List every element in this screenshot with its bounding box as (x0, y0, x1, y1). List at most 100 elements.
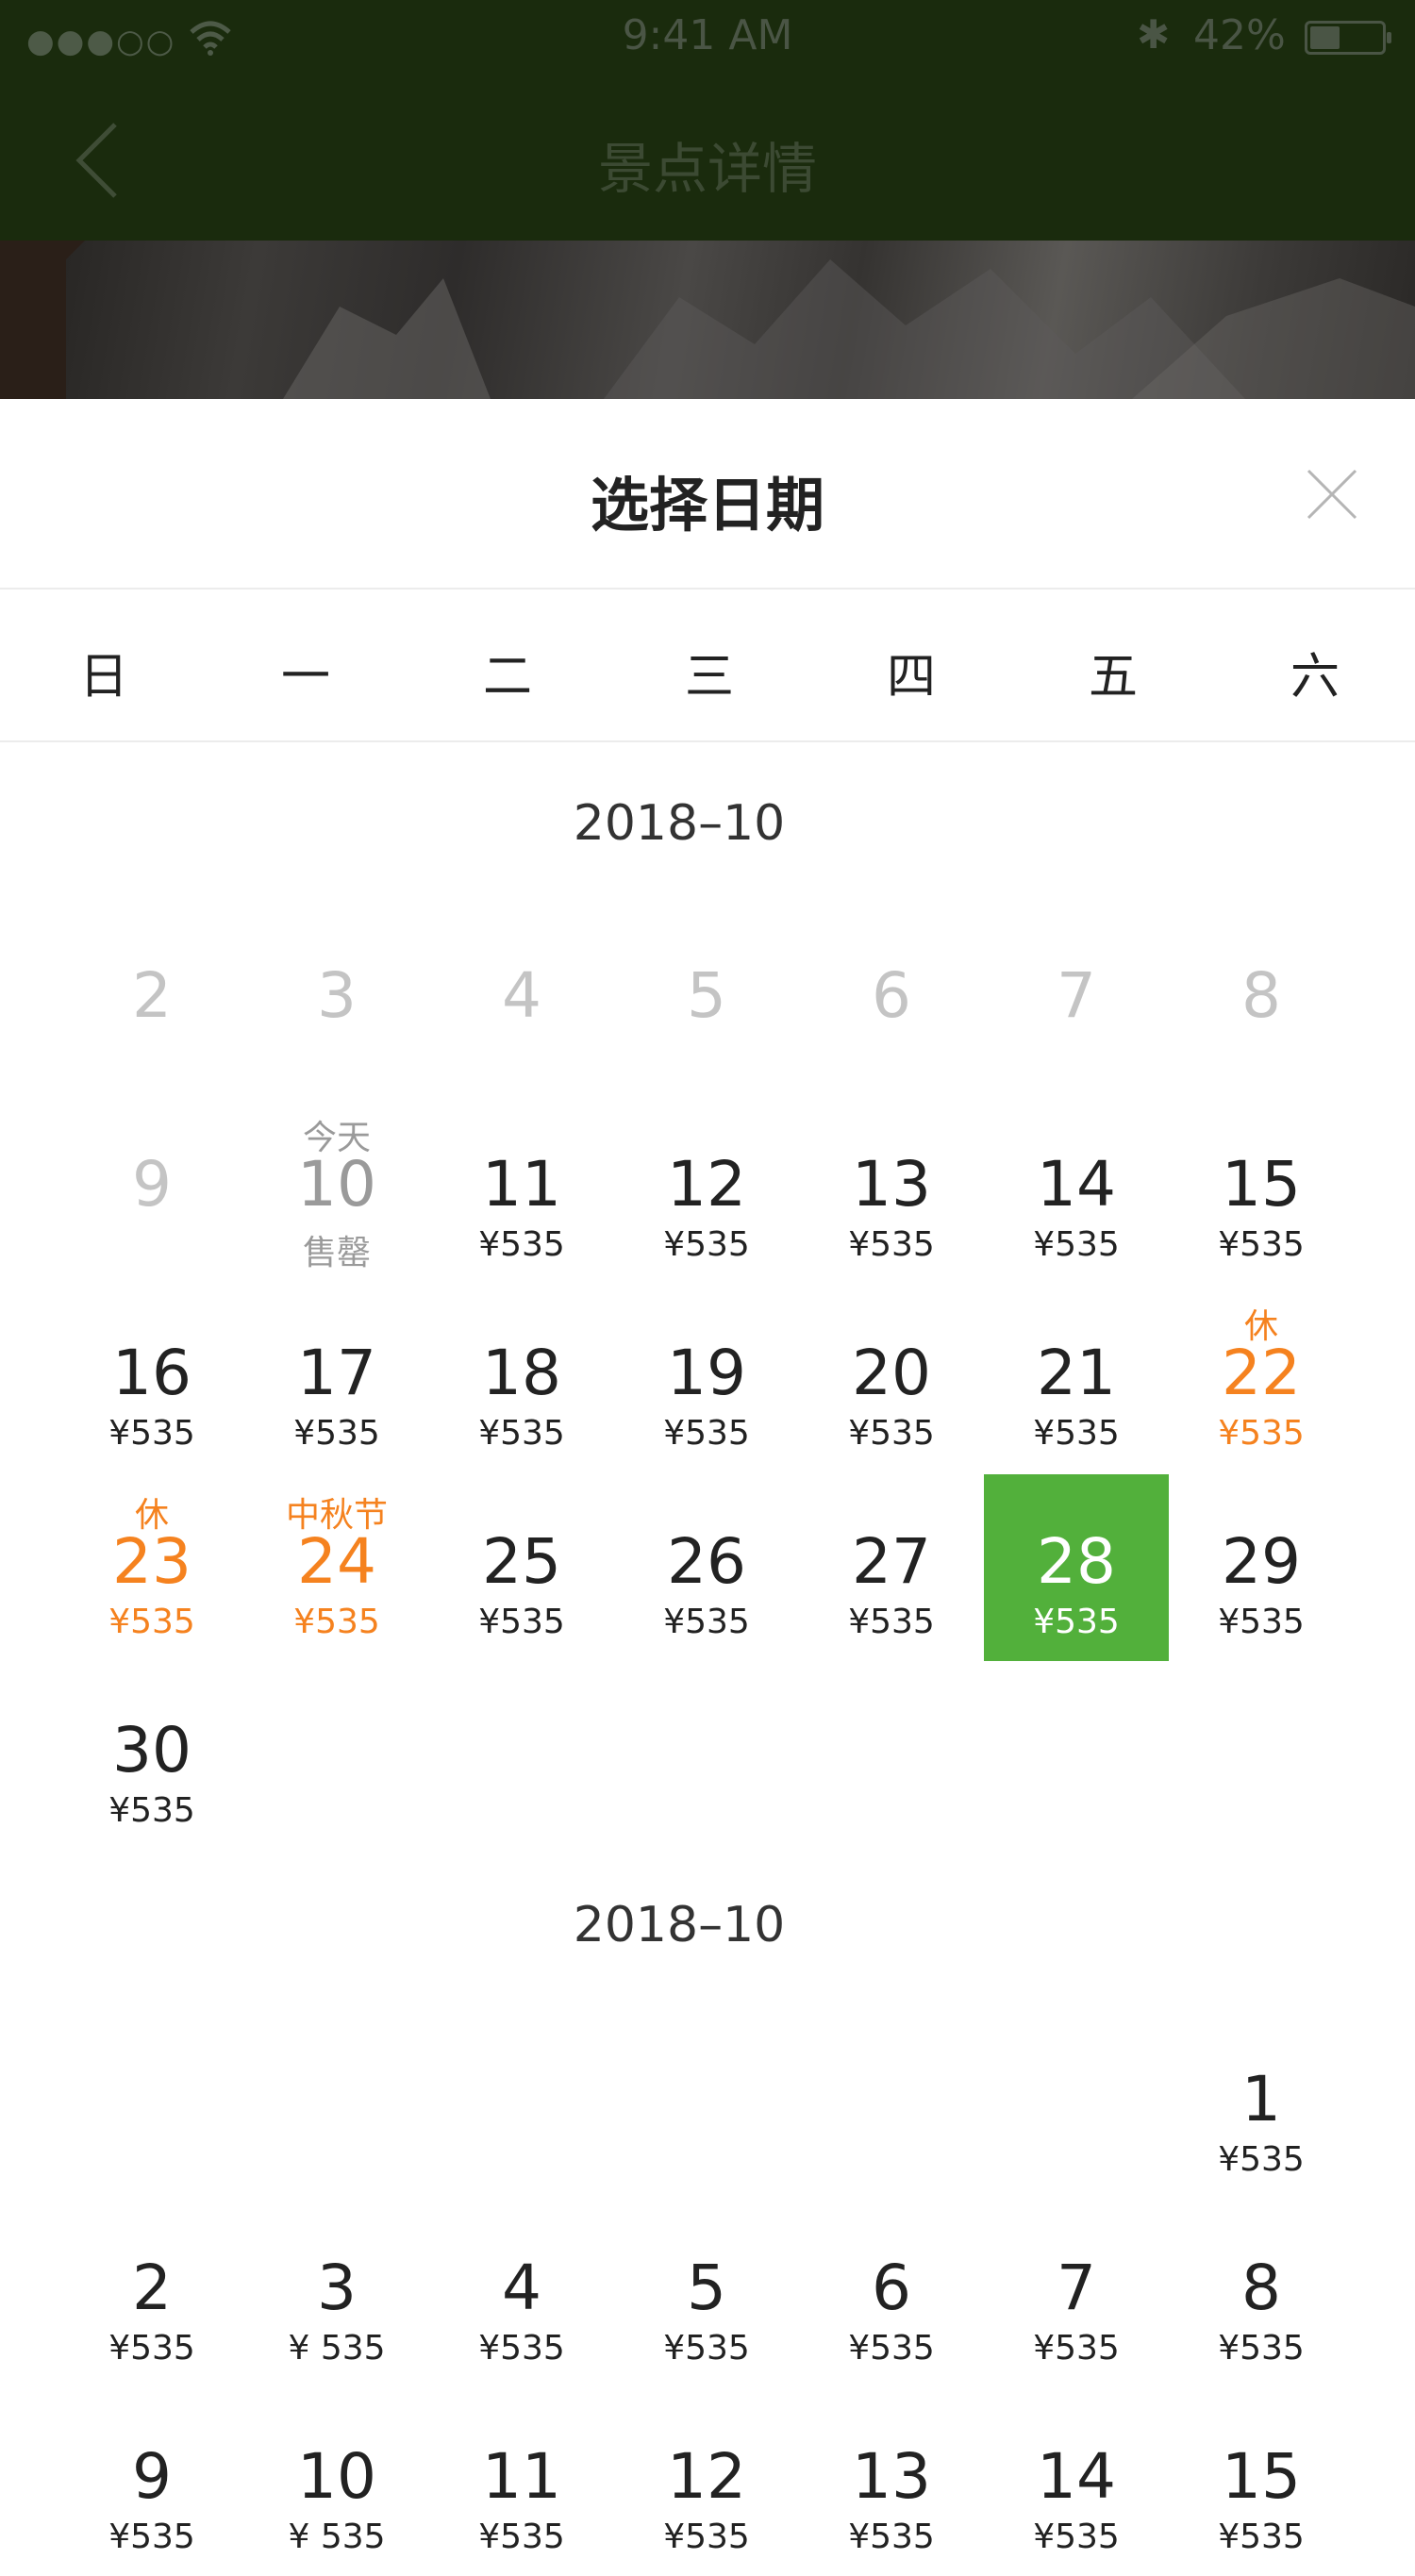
weekday-tue: 二 (482, 649, 532, 706)
battery-percentage: 42% (1193, 11, 1286, 59)
calendar-day-cell[interactable]: 16 ¥535 (59, 1286, 244, 1472)
day-price: ¥535 (1033, 1603, 1120, 1641)
day-price: ¥535 (478, 2518, 565, 2556)
calendar-day-cell[interactable]: 休 22 ¥535 (1169, 1286, 1354, 1472)
calendar-day-cell[interactable]: 12 ¥535 (614, 2389, 799, 2576)
day-price: ¥535 (848, 1225, 935, 1264)
calendar-day-cell[interactable]: 中秋节 24 ¥535 (244, 1474, 429, 1661)
calendar-day-cell[interactable]: 休 23 ¥535 (59, 1474, 244, 1661)
day-number: 2 (132, 2252, 172, 2324)
day-number: 13 (852, 2440, 931, 2513)
day-price: ¥535 (1033, 1414, 1120, 1453)
day-price: ¥535 (478, 1603, 565, 1641)
day-number: 3 (317, 959, 357, 1032)
calendar-day-cell[interactable]: 26 ¥535 (614, 1474, 799, 1661)
day-price: ¥535 (1218, 2329, 1305, 2368)
day-number: 24 (297, 1525, 376, 1598)
calendar-day-cell[interactable]: 4 ¥535 (429, 2201, 614, 2387)
calendar-day-cell[interactable]: 19 ¥535 (614, 1286, 799, 1472)
calendar-day-cell: 今天 10 售罄 (244, 1097, 429, 1284)
day-note: 中秋节 (285, 1496, 388, 1535)
day-note: 休 (1243, 1307, 1278, 1346)
weekday-mon: 一 (280, 649, 330, 706)
calendar-day-cell[interactable]: 30 ¥535 (59, 1663, 244, 1850)
day-number: 14 (1037, 1148, 1116, 1221)
day-price: ¥535 (1033, 2518, 1120, 2556)
calendar-day-cell[interactable]: 14 ¥535 (984, 1097, 1169, 1284)
day-price: ¥535 (848, 2518, 935, 2556)
day-number: 14 (1037, 2440, 1116, 2513)
calendar-day-cell[interactable]: 29 ¥535 (1169, 1474, 1354, 1661)
day-number: 22 (1222, 1337, 1301, 1409)
day-number: 4 (502, 2252, 541, 2324)
sheet-header: 选择日期 (0, 399, 1415, 590)
calendar-day-cell[interactable]: 13 ¥535 (799, 1097, 984, 1284)
calendar-day-cell[interactable]: 15 ¥535 (1169, 1097, 1354, 1284)
weekday-sun: 日 (78, 649, 128, 706)
day-price: ¥535 (108, 1603, 195, 1641)
calendar-day-cell[interactable]: 20 ¥535 (799, 1286, 984, 1472)
day-price: ¥535 (478, 1225, 565, 1264)
calendar-day-cell[interactable]: 10 ¥ 535 (244, 2389, 429, 2576)
calendar-day-cell[interactable]: 25 ¥535 (429, 1474, 614, 1661)
day-price: ¥ 535 (288, 2518, 386, 2556)
day-number: 30 (112, 1714, 191, 1787)
calendar-day-cell[interactable]: 9 ¥535 (59, 2389, 244, 2576)
day-price: ¥535 (293, 1414, 380, 1453)
day-price: ¥535 (663, 1225, 750, 1264)
close-icon[interactable] (1305, 467, 1359, 522)
calendar-day-cell[interactable]: 12 ¥535 (614, 1097, 799, 1284)
chevron-left-icon[interactable] (66, 117, 151, 202)
status-bar: ●●●○○ 9:41 AM ✱ 42% (0, 0, 1415, 75)
day-price: ¥535 (1218, 2518, 1305, 2556)
calendar-day-cell[interactable]: 6 ¥535 (799, 2201, 984, 2387)
calendar-day-cell[interactable]: 28 ¥535 (984, 1474, 1169, 1661)
calendar-day-cell[interactable]: 7 ¥535 (984, 2201, 1169, 2387)
calendar-day-cell[interactable]: 27 ¥535 (799, 1474, 984, 1661)
day-number: 5 (687, 2252, 726, 2324)
calendar-day-cell[interactable]: 15 ¥535 (1169, 2389, 1354, 2576)
weekday-header: 日 一 二 三 四 五 六 (0, 590, 1415, 742)
calendar-day-cell[interactable]: 11 ¥535 (429, 1097, 614, 1284)
calendar-day-cell[interactable]: 14 ¥535 (984, 2389, 1169, 2576)
calendar-day-cell: 4 (429, 908, 614, 1095)
calendar-day-cell: 8 (1169, 908, 1354, 1095)
day-number: 27 (852, 1525, 931, 1598)
day-note: 休 (134, 1496, 169, 1535)
day-number: 28 (1037, 1525, 1116, 1598)
day-number: 8 (1241, 959, 1281, 1032)
day-number: 13 (852, 1148, 931, 1221)
signal-strength-icon: ●●●○○ (26, 23, 176, 60)
day-price: ¥535 (663, 1414, 750, 1453)
day-number: 19 (667, 1337, 746, 1409)
day-number: 7 (1057, 2252, 1096, 2324)
day-number: 12 (667, 2440, 746, 2513)
calendar-day-cell[interactable]: 21 ¥535 (984, 1286, 1169, 1472)
page-title: 景点详情 (597, 137, 817, 201)
day-price: ¥535 (478, 2329, 565, 2368)
wifi-icon (190, 21, 231, 56)
calendar-day-cell[interactable]: 11 ¥535 (429, 2389, 614, 2576)
day-price: ¥535 (108, 1791, 195, 1830)
calendar-day-cell[interactable]: 2 ¥535 (59, 2201, 244, 2387)
calendar-day-cell[interactable]: 1 ¥535 (1169, 2012, 1354, 2199)
calendar-day-cell[interactable]: 17 ¥535 (244, 1286, 429, 1472)
day-number: 9 (132, 2440, 172, 2513)
day-price: ¥535 (1218, 1414, 1305, 1453)
day-price: ¥535 (663, 2518, 750, 2556)
calendar-day-cell[interactable]: 13 ¥535 (799, 2389, 984, 2576)
calendar-day-cell[interactable]: 5 ¥535 (614, 2201, 799, 2387)
calendar-day-cell[interactable]: 18 ¥535 (429, 1286, 614, 1472)
day-price: ¥ 535 (288, 2329, 386, 2368)
calendar-day-cell: 5 (614, 908, 799, 1095)
calendar-day-cell[interactable]: 8 ¥535 (1169, 2201, 1354, 2387)
day-price: ¥535 (108, 1414, 195, 1453)
weekday-wed: 三 (684, 649, 734, 706)
day-number: 7 (1057, 959, 1096, 1032)
calendar-day-cell[interactable]: 3 ¥ 535 (244, 2201, 429, 2387)
day-number: 18 (482, 1337, 561, 1409)
bluetooth-icon: ✱ (1137, 11, 1171, 58)
day-price: ¥535 (663, 2329, 750, 2368)
day-price: ¥535 (478, 1414, 565, 1453)
day-number: 11 (482, 2440, 561, 2513)
